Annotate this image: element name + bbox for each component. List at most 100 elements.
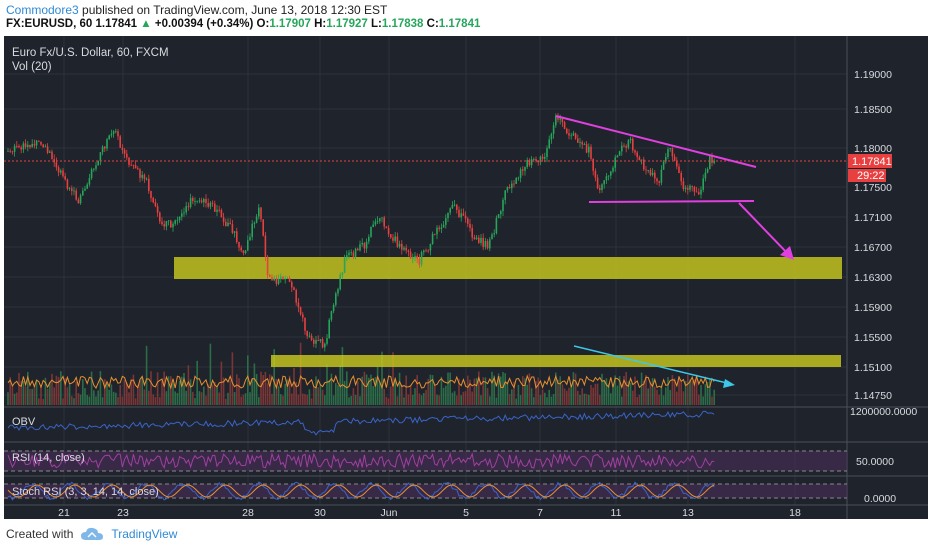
support-zone-upper[interactable] xyxy=(174,257,842,279)
volume-bar xyxy=(29,388,31,405)
candle-body xyxy=(13,145,16,152)
volume-bar xyxy=(306,394,308,405)
ohlc-line: FX:EURUSD, 60 1.17841 ▲ +0.00394 (+0.34%… xyxy=(6,18,480,30)
candle-body xyxy=(205,199,207,203)
price-tag-bg xyxy=(848,154,892,168)
time-axis[interactable]: 21 23 28 30 Jun 5 7 11 13 18 xyxy=(58,507,801,519)
up-arrow-icon: ▲ xyxy=(140,18,152,30)
volume-bar xyxy=(456,395,458,405)
candle-body xyxy=(40,141,42,145)
volume-bar xyxy=(198,391,201,405)
candle-body xyxy=(203,199,205,203)
candle-body xyxy=(504,190,506,200)
volume-trend-arrow[interactable] xyxy=(573,345,732,385)
candle-body xyxy=(654,172,656,179)
brand-link[interactable]: TradingView xyxy=(111,527,178,541)
triangle-upper-trendline[interactable] xyxy=(555,115,757,168)
volume-bar xyxy=(709,378,711,405)
candle-body xyxy=(88,178,91,185)
candle-body xyxy=(194,201,196,202)
candle-body xyxy=(566,128,568,134)
candle-body xyxy=(117,131,119,137)
price-axis[interactable]: 1.19000 1.18500 1.18000 1.17500 1.17100 1.167… xyxy=(854,69,892,402)
candle-body xyxy=(328,319,330,339)
volume-bar xyxy=(330,373,333,405)
candle-body xyxy=(577,138,579,143)
volume-bar xyxy=(713,389,715,405)
volume-bar xyxy=(205,395,207,405)
volume-bar xyxy=(689,379,691,405)
low-value: 1.17838 xyxy=(381,18,424,30)
volume-bar xyxy=(277,386,280,405)
volume-bar xyxy=(18,373,20,405)
support-zone-lower[interactable] xyxy=(271,355,841,367)
candle-body xyxy=(392,237,394,241)
candle-body xyxy=(640,159,643,161)
candle-body xyxy=(238,242,240,248)
volume-bar xyxy=(101,397,104,405)
breakdown-arrow[interactable] xyxy=(738,202,792,258)
candle-body xyxy=(550,133,553,140)
candle-body xyxy=(11,151,14,153)
triangle-lower-trendline[interactable] xyxy=(588,200,755,203)
candle-body xyxy=(165,221,168,227)
volume-bar xyxy=(702,396,704,405)
chart-canvas[interactable]: Euro Fx/U.S. Dollar, 60, FXCM Vol (20) O… xyxy=(4,36,928,519)
volume-bar xyxy=(533,397,535,405)
candle-body xyxy=(326,338,328,344)
volume-bar xyxy=(405,375,407,405)
candle-body xyxy=(442,224,445,228)
candle-body xyxy=(126,153,128,158)
candle-body xyxy=(405,247,407,251)
author-link[interactable]: Commodore3 xyxy=(6,3,79,17)
candle-body xyxy=(583,144,586,145)
candle-body xyxy=(436,227,438,235)
price-tick-label: 1.14750 xyxy=(854,390,892,402)
volume-bar xyxy=(288,375,291,405)
volume-bar xyxy=(579,394,581,405)
candle-body xyxy=(416,255,418,259)
candle-body xyxy=(623,145,625,147)
candle-body xyxy=(497,214,500,219)
candle-body xyxy=(528,159,531,166)
volume-bar xyxy=(662,395,665,405)
candle-body xyxy=(704,172,707,179)
volume-bar xyxy=(42,398,44,405)
candle-body xyxy=(682,181,685,190)
volume-bar xyxy=(57,377,60,405)
candle-body xyxy=(64,176,66,180)
volume-bar xyxy=(396,396,399,405)
candle-body xyxy=(277,279,280,284)
volume-bar xyxy=(271,393,273,405)
volume-bar xyxy=(700,384,702,405)
candle-body xyxy=(420,252,423,265)
candle-body xyxy=(645,169,647,171)
candle-body xyxy=(581,142,583,145)
volume-bar xyxy=(86,395,88,405)
candle-body xyxy=(148,178,150,191)
candle-body xyxy=(216,209,218,212)
volume-bar xyxy=(218,392,220,405)
time-tick-label: 11 xyxy=(611,507,622,519)
volume-bar xyxy=(687,374,689,405)
volume-bar xyxy=(22,380,25,405)
volume-bar xyxy=(185,390,187,405)
time-tick-label: 23 xyxy=(117,507,129,519)
candle-body xyxy=(253,222,256,224)
candle-body xyxy=(396,236,399,247)
chart-area[interactable]: Euro Fx/U.S. Dollar, 60, FXCM Vol (20) O… xyxy=(4,36,928,519)
volume-bar xyxy=(524,378,526,405)
volume-bar xyxy=(471,391,473,405)
candle-body xyxy=(134,165,137,169)
candle-body xyxy=(434,233,436,235)
candle-body xyxy=(154,202,157,207)
candle-body xyxy=(163,224,165,227)
volume-bar xyxy=(343,380,346,405)
countdown-tag-bg xyxy=(848,169,886,182)
volume-bar xyxy=(11,385,14,405)
high-value: 1.17927 xyxy=(326,18,368,30)
candle-body xyxy=(629,138,632,141)
volume-bar xyxy=(502,372,504,405)
candle-body xyxy=(71,188,73,191)
volume-bar xyxy=(478,371,480,405)
